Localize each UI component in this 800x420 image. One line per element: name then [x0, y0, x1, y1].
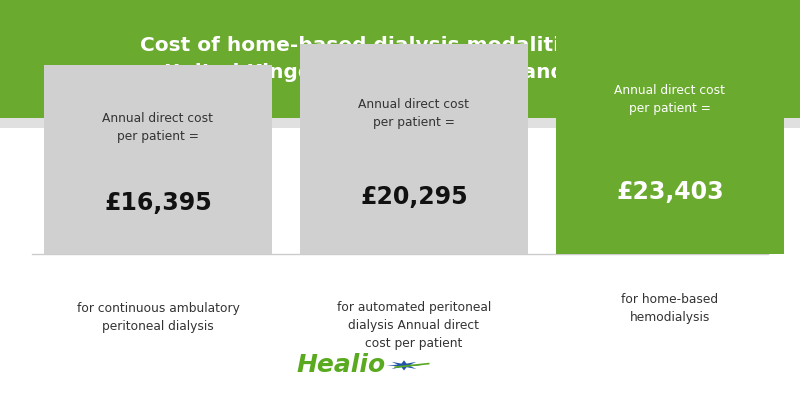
Text: Annual direct cost
per patient =: Annual direct cost per patient = [102, 112, 214, 143]
FancyBboxPatch shape [0, 0, 800, 118]
Text: Annual direct cost
per patient =: Annual direct cost per patient = [358, 98, 470, 129]
Text: for continuous ambulatory
peritoneal dialysis: for continuous ambulatory peritoneal dia… [77, 302, 239, 333]
Text: Healio: Healio [297, 353, 386, 378]
Text: Cost of home-based dialysis modalities in the
United Kingdom between 2018 and 20: Cost of home-based dialysis modalities i… [141, 36, 659, 81]
FancyBboxPatch shape [556, 23, 784, 254]
Text: £20,295: £20,295 [360, 185, 468, 210]
Text: for home-based
hemodialysis: for home-based hemodialysis [622, 293, 718, 324]
Polygon shape [386, 360, 422, 370]
FancyBboxPatch shape [0, 118, 800, 128]
Text: £23,403: £23,403 [616, 180, 724, 204]
FancyBboxPatch shape [44, 65, 272, 254]
Text: Annual direct cost
per patient =: Annual direct cost per patient = [614, 84, 726, 115]
Text: £16,395: £16,395 [104, 191, 212, 215]
Text: for automated peritoneal
dialysis Annual direct
cost per patient: for automated peritoneal dialysis Annual… [337, 301, 491, 350]
FancyBboxPatch shape [300, 44, 528, 254]
